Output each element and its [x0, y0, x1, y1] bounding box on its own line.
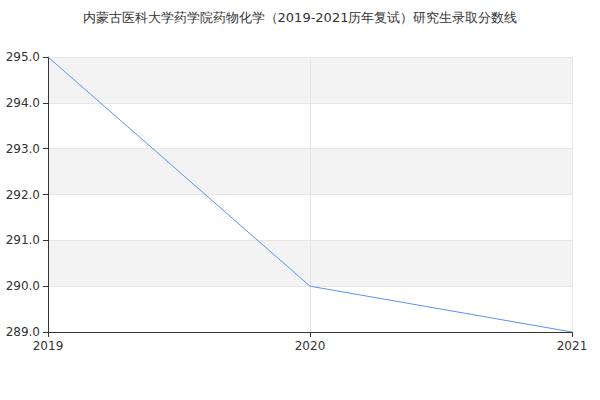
svg-text:290.0: 290.0 [6, 279, 40, 293]
svg-text:295.0: 295.0 [6, 50, 40, 64]
svg-text:2019: 2019 [33, 339, 64, 353]
svg-text:293.0: 293.0 [6, 142, 40, 156]
svg-text:289.0: 289.0 [6, 325, 40, 339]
svg-text:292.0: 292.0 [6, 188, 40, 202]
svg-text:2020: 2020 [295, 339, 326, 353]
svg-text:2021: 2021 [557, 339, 588, 353]
svg-text:291.0: 291.0 [6, 233, 40, 247]
svg-text:内蒙古医科大学药学院药物化学（2019-2021历年复试）研: 内蒙古医科大学药学院药物化学（2019-2021历年复试）研究生录取分数线 [83, 10, 518, 25]
svg-text:294.0: 294.0 [6, 96, 40, 110]
